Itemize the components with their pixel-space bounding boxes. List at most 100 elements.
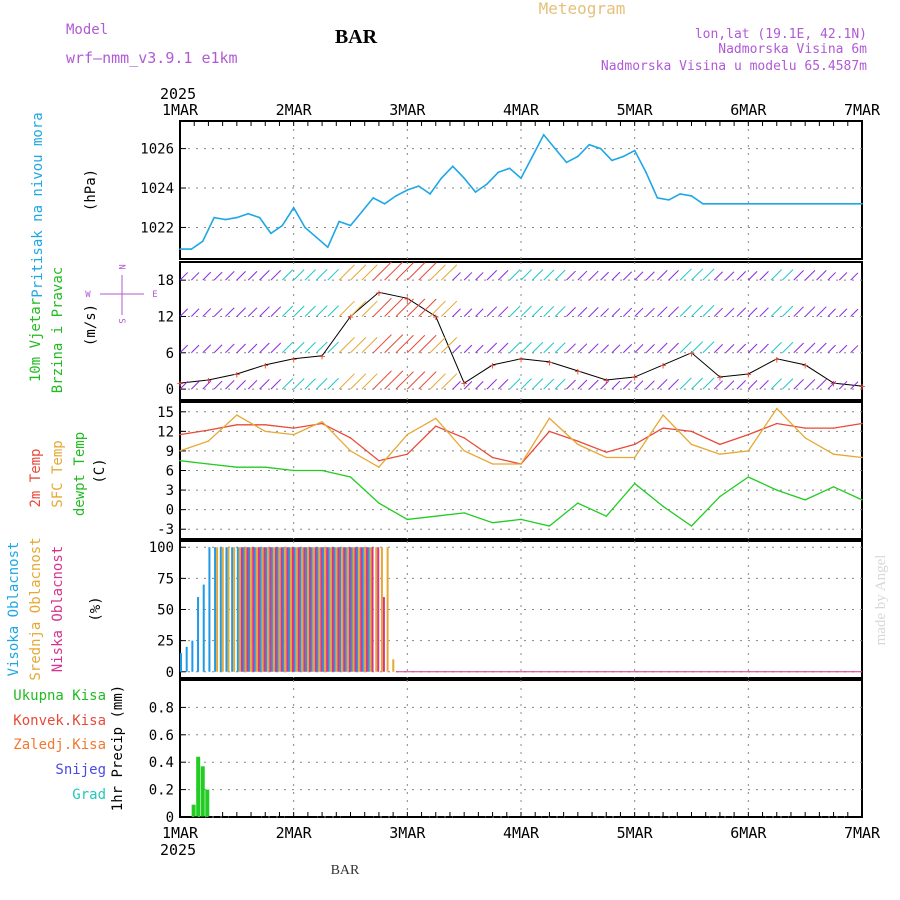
wind-barb <box>316 305 328 317</box>
wind-barb <box>850 272 859 281</box>
wind-barb <box>736 271 747 281</box>
wind-barb <box>452 381 461 390</box>
pressure-point <box>781 203 784 205</box>
wind-frame <box>179 261 863 401</box>
pressure-point <box>724 203 727 205</box>
pressure-point <box>224 218 227 221</box>
wind-barb <box>520 341 532 354</box>
wind-barb <box>782 269 794 281</box>
pressure-point <box>247 212 249 215</box>
date-tick-bottom: 6MAR <box>730 824 767 842</box>
wind-barb <box>361 337 378 354</box>
wind-barb <box>213 344 223 354</box>
wind-barb <box>372 297 392 317</box>
date-tick-bottom: 2MAR <box>276 824 313 842</box>
wind-barb <box>429 373 446 390</box>
cloud-bar <box>350 547 353 672</box>
temp-point <box>719 453 721 455</box>
sfc-temp-label: SFC Temp <box>50 440 66 507</box>
model-label: Model <box>66 22 108 38</box>
wind-barb <box>384 297 404 317</box>
pressure-point <box>588 143 590 146</box>
wind-barb <box>429 337 446 354</box>
cloud-bar <box>337 547 340 672</box>
y-tick-label: 1026 <box>140 142 174 158</box>
wind-speed-marker: + <box>489 359 496 372</box>
wind-barb <box>816 342 827 354</box>
pressure-point <box>383 203 386 205</box>
wind-barb <box>588 270 599 281</box>
temp-point <box>832 486 835 488</box>
wind-barb <box>543 269 555 281</box>
wind-barb <box>793 270 804 281</box>
temp-point <box>236 424 238 426</box>
temp-point <box>321 422 323 425</box>
date-tick-top: 1MAR <box>162 101 199 119</box>
wind-barb <box>747 343 758 354</box>
pressure-point <box>542 134 545 136</box>
wind-barb <box>713 344 723 354</box>
svg-text:S: S <box>116 318 126 323</box>
cloud-bar <box>269 547 272 672</box>
high-cloud-label: Visoka Oblacnost <box>6 542 22 677</box>
wind-barb <box>827 381 836 390</box>
cloud-bar <box>291 547 294 672</box>
wind-barb <box>816 378 827 390</box>
temp-point <box>463 450 465 452</box>
wind-barb <box>247 271 258 281</box>
value-axes: 1022 1024 1026 0 6 12 18 -3 0 3 6 9 12 15 0 25 50 75 100 0 0… <box>140 142 186 826</box>
wind-barb <box>236 307 246 317</box>
cloud-bar <box>240 547 243 672</box>
cloud-bar <box>367 547 370 672</box>
temp-point <box>264 430 266 433</box>
wind-barb <box>429 264 446 281</box>
cloud-bar <box>197 597 200 672</box>
cloud-bar <box>267 547 270 672</box>
pressure-point <box>554 147 556 150</box>
temp-series-line <box>179 460 863 527</box>
wind-barb <box>304 341 316 354</box>
wind-speed-marker: + <box>717 371 724 384</box>
wind-barb <box>600 380 609 390</box>
wind-barb <box>702 377 715 390</box>
cloud-bar <box>377 547 380 672</box>
wind-barb <box>327 377 339 390</box>
y-tick-label: 6 <box>166 346 174 362</box>
pressure-point <box>258 216 261 219</box>
wind-barb <box>838 344 848 354</box>
temp-point <box>577 443 579 446</box>
wind-barb <box>179 344 189 354</box>
cloud-bar <box>318 547 321 672</box>
cloud-bar <box>242 547 245 672</box>
wind-barb <box>736 380 747 390</box>
wind-barb <box>338 337 355 354</box>
wind-barb <box>509 378 521 390</box>
cloud-bar <box>274 547 277 672</box>
wind-barb <box>213 308 223 317</box>
wind-barb <box>236 380 246 390</box>
dewpt-label: dewpt Temp <box>72 432 88 516</box>
cloud-bar <box>252 547 255 672</box>
wind-barb <box>702 268 715 281</box>
wind-barb <box>645 307 655 317</box>
wind-speed-marker: + <box>859 380 866 393</box>
wind-speed-marker: + <box>688 347 695 360</box>
precip-total-label: Ukupna Kisa <box>13 688 106 704</box>
wind-barb <box>554 342 566 354</box>
temp-point <box>292 433 295 436</box>
wind-barb <box>350 264 367 281</box>
wind-barb <box>225 271 235 281</box>
wind-speed-marker: + <box>404 292 411 305</box>
temp-point <box>776 489 778 491</box>
cloud-bar <box>333 547 336 672</box>
y-tick-label: -3 <box>157 522 174 538</box>
temp-point <box>179 460 181 462</box>
wind-barb <box>179 381 189 390</box>
cloud-bar <box>327 547 330 672</box>
pressure-point <box>417 185 420 187</box>
wind-barb <box>736 343 747 354</box>
wind-barb <box>270 342 282 354</box>
y-tick-label: 12 <box>157 309 174 325</box>
pressure-point <box>179 248 181 250</box>
temp-point <box>719 495 721 498</box>
